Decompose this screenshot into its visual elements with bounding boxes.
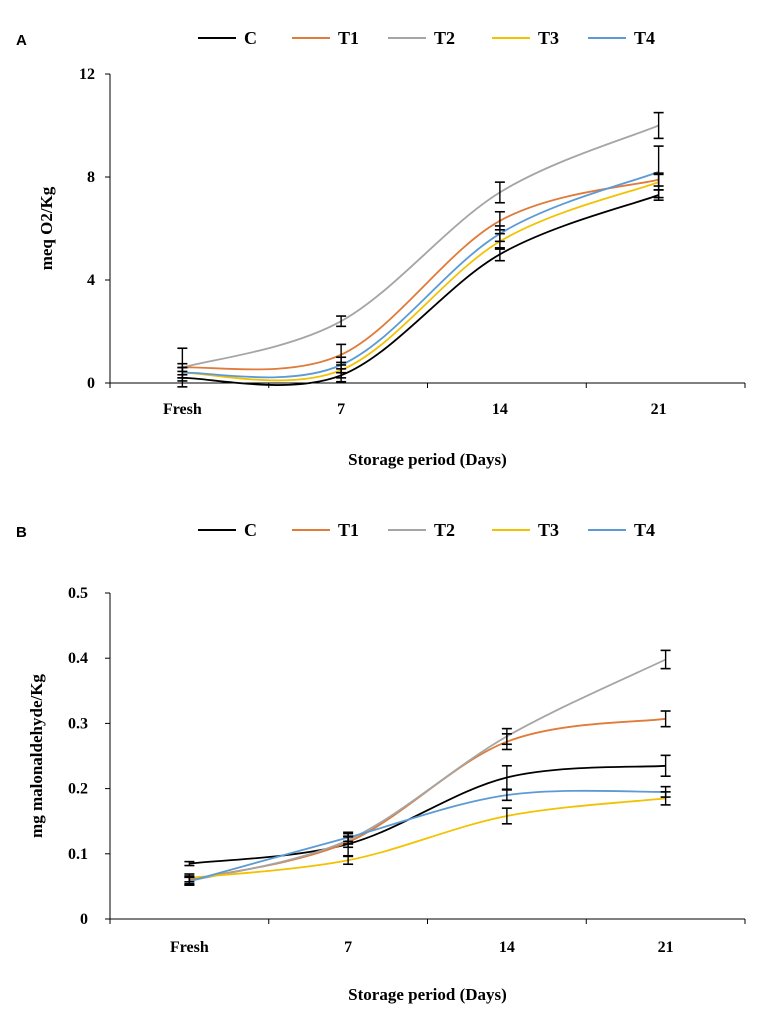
legend-label-t3: T3 [538,520,559,540]
y-tick-label: 0.4 [68,650,88,667]
legend-label-t1: T1 [338,520,359,540]
series-line-c [182,194,659,386]
x-axis-label: Storage period (Days) [348,450,507,469]
y-tick-label: 12 [79,66,95,83]
series-c [182,194,659,386]
error-bars-t2 [177,111,664,388]
legend-label-t4: T4 [634,28,655,48]
legend-label-t1: T1 [338,28,359,48]
y-tick-label: 0.5 [68,585,88,602]
series-t4 [182,171,659,379]
panel-letter: B [16,524,27,541]
y-tick-label: 0.2 [68,781,88,798]
legend-label-c: C [244,520,257,540]
series-line-t2 [182,124,659,369]
y-tick-label: 0 [80,911,88,928]
legend-label-t2: T2 [434,28,455,48]
x-tick-label: 7 [337,401,345,418]
series-line-t2 [189,658,666,883]
legend-label-t4: T4 [634,520,655,540]
x-tick-label: Fresh [170,939,209,956]
x-tick-label: 7 [344,939,352,956]
y-axis-label: meq O2/Kg [37,186,56,270]
legend: C T1 T2 T3 T4 [198,520,655,540]
x-tick-label: 14 [499,939,515,956]
y-tick-label: 0.1 [68,846,88,863]
x-tick-label: Fresh [163,401,202,418]
series-line-t4 [189,789,666,883]
series-t1 [189,717,666,881]
panel-letter: A [16,32,27,49]
error-bars-t4 [184,785,671,886]
error-bars-t3 [177,173,664,379]
series-t2 [182,124,659,369]
y-tick-label: 8 [87,169,95,186]
series-t4 [189,789,666,883]
chart-panel-b: B C T1 T2 T3 T4 0 0.1 0.2 0.3 0.4 0.5 Fresh 7 14 21 Stor… [16,520,746,1004]
x-tick-label: 14 [492,401,508,418]
series-t1 [182,178,659,371]
legend-label-t3: T3 [538,28,559,48]
series-line-t3 [189,797,666,879]
error-bars-t4 [177,145,664,379]
y-tick-label: 0 [87,375,95,392]
series-line-t4 [182,171,659,379]
series-line-t1 [182,178,659,371]
x-axis-label: Storage period (Days) [348,985,507,1004]
y-axis-label: mg malonaldehyde/Kg [27,674,46,838]
series-t3 [189,797,666,879]
legend-label-c: C [244,28,257,48]
series-line-t1 [189,717,666,881]
x-tick-label: 21 [658,939,674,956]
x-tick-label: 21 [651,401,667,418]
series-line-c [189,764,666,865]
chart-panel-a: A C T1 T2 T3 T4 0 4 8 12 Fresh 7 14 21 Storage period … [16,28,746,469]
series-t3 [182,181,659,382]
series-t2 [189,658,666,883]
y-tick-label: 0.3 [68,715,88,732]
series-line-t3 [182,181,659,382]
legend: C T1 T2 T3 T4 [198,28,655,48]
series-c [189,764,666,865]
legend-label-t2: T2 [434,520,455,540]
y-tick-label: 4 [87,272,95,289]
